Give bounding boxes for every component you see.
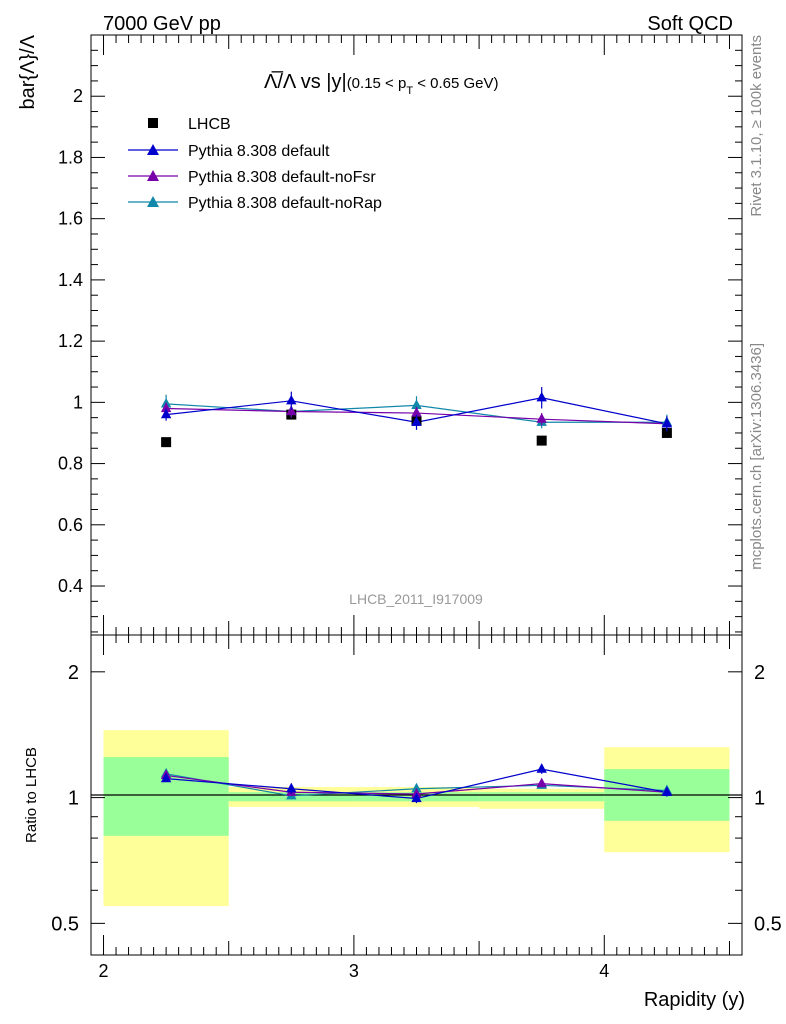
ratio-y-tick-label: 2 [68,662,79,684]
ratio-mc-point [411,792,422,803]
main-mc-point [160,408,172,419]
main-lhcb-point [161,437,172,448]
main-plot-panel: 0.4 0.6 0.8 1 1.2 1.4 1.6 1.8 2 bar{Λ}/Λ LHCB_20… [17,34,743,636]
main-y-tick-label: 1.6 [58,209,83,229]
legend-marker-pythia-default [147,144,159,155]
ratio-y-axis-label: Ratio to LHCB [23,747,40,843]
ratio-uncertainty-bands [103,730,730,907]
main-y-tick-label: 2 [73,86,83,106]
plot-title-cut-end: < 0.65 GeV) [413,75,498,92]
ratio-y-tick-label-right: 1 [754,788,765,810]
main-mc-point [286,405,297,416]
ratio-data-layer [160,763,673,804]
ratio-mc-point [536,777,547,788]
energy-label: 7000 GeV pp [103,13,221,35]
category-label: Soft QCD [647,13,733,35]
main-data-layer [160,387,673,448]
x-tick-label: 2 [99,961,109,981]
main-y-tick-label: 0.8 [58,454,83,474]
rivet-label: Rivet 3.1.10, ≥ 100k events [748,35,765,217]
ratio-mc-point [286,782,297,793]
main-mc-point [536,413,547,423]
plot-title-main: Λ̅/Λ vs |y| [264,70,347,93]
main-y-axis: 0.4 0.6 0.8 1 1.2 1.4 1.6 1.8 2 [58,34,742,633]
legend-marker-pythia-nofsr [147,170,159,181]
main-mc-point [411,416,422,426]
main-mc-point [286,394,297,405]
legend-label-pythia-default: Pythia 8.308 default [188,143,330,160]
plot-title: Λ̅/Λ vs |y|(0.15 < pT < 0.65 GeV) [264,70,499,97]
main-mc-point [411,399,422,410]
x-tick-label: 3 [349,961,359,981]
main-lhcb-point [536,435,547,446]
analysis-watermark: LHCB_2011_I917009 [349,591,483,607]
ratio-y-tick-label-right: 2 [754,662,765,684]
plot-title-cut: (0.15 < p [347,75,407,92]
main-mc-point [661,417,673,428]
ratio-plot-panel: 0.5 0.5 1 1 2 2 Ratio to LHCB [23,634,782,956]
main-lhcb-point [661,427,672,438]
main-y-tick-label: 1.8 [58,147,83,167]
ratio-y-tick-label-right: 0.5 [754,913,782,935]
x-axis-label: Rapidity (y) [644,989,745,1011]
main-mc-point [536,391,547,402]
ratio-mc-point [661,786,673,796]
x-tick-label: 4 [599,961,609,981]
ratio-y-tick-label: 1 [68,788,79,810]
legend: LHCB Pythia 8.308 default Pythia 8.308 d… [128,116,382,212]
legend-label-pythia-nofsr: Pythia 8.308 default-noFsr [188,169,376,186]
main-y-axis-label: bar{Λ}/Λ [17,34,39,109]
mcplots-label: mcplots.cern.ch [arXiv:1306.3436] [748,343,765,570]
main-y-tick-label: 1.4 [58,270,83,290]
ratio-mc-point [160,772,172,783]
x-axis: 2 3 4 [99,35,743,981]
main-y-tick-label: 0.4 [58,576,83,596]
main-mc-point [160,402,172,413]
main-y-tick-label: 1 [73,392,83,412]
legend-label-pythia-norap: Pythia 8.308 default-noRap [188,195,382,212]
plot-title-cut-sub: T [406,85,413,97]
main-y-tick-label: 1.2 [58,331,83,351]
legend-marker-lhcb [148,118,158,128]
legend-marker-pythia-norap [147,196,159,207]
ratio-y-tick-label: 0.5 [51,913,79,935]
ratio-mc-point [536,763,547,773]
main-mc-point [411,407,422,417]
ratio-y-axis: 0.5 0.5 1 1 2 2 [51,662,782,936]
ratio-mc-point [411,782,422,793]
main-y-tick-label: 0.6 [58,515,83,535]
ratio-band-inner [479,792,605,802]
legend-label-lhcb: LHCB [188,116,231,133]
